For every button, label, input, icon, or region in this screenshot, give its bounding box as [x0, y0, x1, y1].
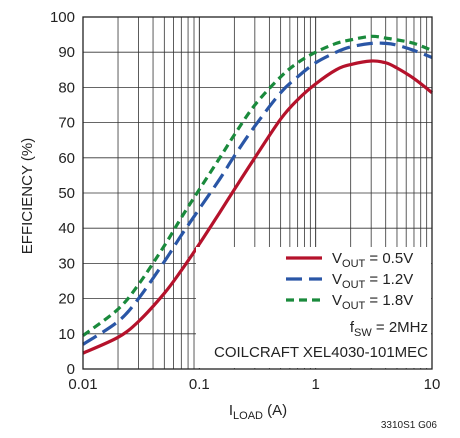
y-tick-label: 90: [58, 44, 75, 61]
y-tick-label: 50: [58, 185, 75, 202]
series-line-3: [82, 34, 433, 337]
y-axis-label: EFFICIENCY (%): [19, 138, 36, 254]
y-tick-label: 60: [58, 150, 75, 167]
y-tick-label: 70: [58, 115, 75, 132]
y-tick-label: 10: [58, 326, 75, 343]
figure-id: 3310S1 G06: [381, 420, 438, 431]
y-tick-label: 80: [58, 79, 75, 96]
legend-box: [196, 247, 431, 368]
y-tick-label: 20: [58, 291, 75, 308]
x-axis-label-unit: (A): [263, 402, 287, 419]
x-tick-label: 0.01: [68, 376, 97, 393]
switching-frequency-label: fSW = 2MHz: [350, 319, 428, 339]
legend-label-2: VOUT = 1.2V: [332, 271, 413, 291]
x-tick-label: 1: [311, 376, 319, 393]
x-tick-label: 0.1: [189, 376, 210, 393]
inductor-label: COILCRAFT XEL4030-101MEC: [214, 344, 428, 361]
series-line-2: [82, 41, 433, 346]
legend-label-1: VOUT = 0.5V: [332, 250, 413, 270]
x-axis-label: ILOAD (A): [229, 402, 287, 422]
y-tick-label: 0: [67, 361, 75, 378]
x-axis-label-sub: LOAD: [233, 410, 263, 422]
y-tick-label: 30: [58, 255, 75, 272]
y-tick-label: 40: [58, 220, 75, 237]
x-tick-label: 10: [424, 376, 441, 393]
x-axis-label-main: I: [229, 402, 233, 419]
tick-labels: 0 10 20 30 40 50 60 70 80 90 100 0.01 0.1 1 10: [50, 9, 440, 393]
plot-frame: [82, 16, 433, 370]
legend-label-3: VOUT = 1.8V: [332, 292, 413, 312]
series-group: [82, 34, 433, 355]
y-tick-label: 100: [50, 9, 75, 26]
series-line-1: [82, 59, 433, 355]
